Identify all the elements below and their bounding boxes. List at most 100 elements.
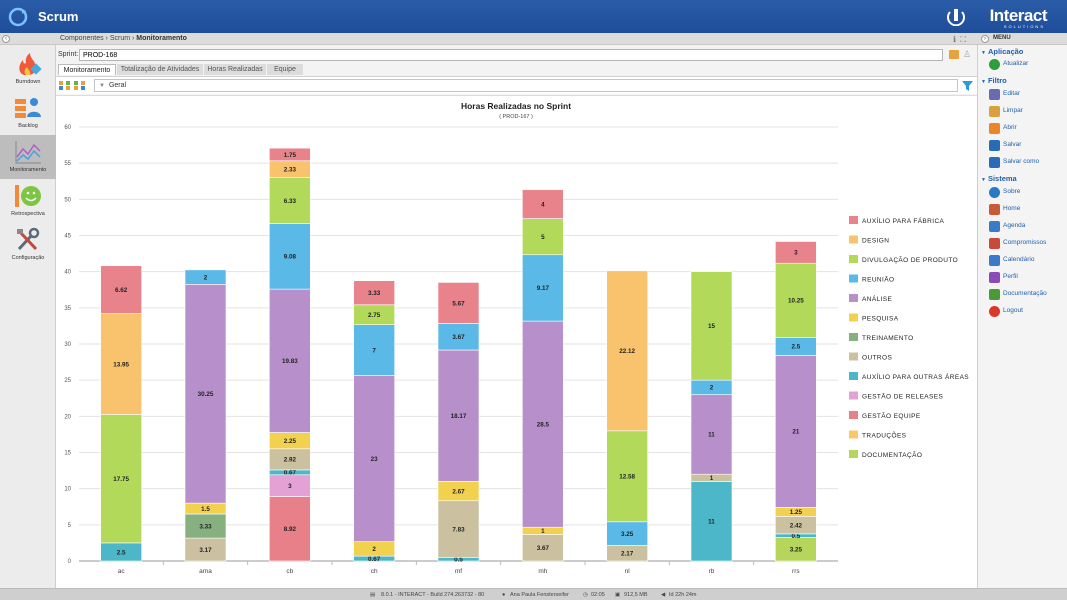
breadcrumb-separator-icon: › — [132, 35, 137, 42]
user-name: Ana Paula Fensterseifer — [510, 592, 570, 598]
menu-salvar[interactable]: Salvar — [989, 139, 1067, 153]
breadcrumb-item[interactable]: Scrum — [109, 35, 131, 42]
view-select-value: Geral — [108, 82, 127, 89]
data-label: 2 — [204, 274, 208, 281]
clear-icon[interactable]: ♙ — [963, 49, 972, 59]
y-tick-label: 60 — [64, 125, 71, 131]
bar-segment — [100, 414, 142, 544]
menu-atualizar[interactable]: Atualizar — [989, 58, 1067, 72]
fullscreen-icon[interactable]: ⛶ — [960, 35, 967, 44]
bar-segment — [690, 481, 733, 562]
bar-segment — [437, 500, 480, 558]
menu-sobre[interactable]: Sobre — [989, 186, 1067, 200]
data-label: 11 — [708, 519, 715, 526]
status-bar: ▤ 8.0.1 - INTERACT - Build 274.263732 - … — [0, 588, 1067, 600]
nav-backlog[interactable]: Backlog — [0, 91, 56, 135]
y-tick-label: 15 — [64, 451, 71, 457]
tab-totalizacao[interactable]: Totalização de Atividades — [117, 64, 203, 75]
legend-label: PESQUISA — [862, 316, 899, 323]
y-tick-label: 50 — [64, 197, 71, 203]
collapse-tree-icon[interactable] — [74, 81, 86, 90]
legend-label: DIVULGAÇÃO DE PRODUTO — [862, 255, 958, 264]
data-label: 3 — [288, 483, 292, 490]
nav-retrospectiva[interactable]: Retrospectiva — [0, 179, 56, 223]
nav-label: Configuração — [11, 255, 45, 261]
section-sistema[interactable]: ▼ Sistema — [981, 174, 1017, 183]
fire-icon — [19, 53, 42, 75]
x-tick-label: rrs — [792, 568, 800, 575]
menu-compromissos[interactable]: Compromissos — [989, 237, 1067, 251]
data-label: 5.67 — [452, 300, 465, 307]
tab-monitoramento[interactable]: Monitoramento — [58, 64, 116, 75]
triangle-down-icon: ▼ — [981, 50, 986, 56]
bar-segment — [690, 271, 733, 381]
smiley-icon — [15, 185, 41, 207]
tab-equipe[interactable]: Equipe — [267, 64, 303, 75]
data-label: 0.5 — [454, 556, 463, 563]
chart-line-icon — [15, 141, 41, 164]
menu-home[interactable]: Home — [989, 203, 1067, 217]
data-label: 0.67 — [284, 470, 297, 477]
books-icon — [989, 289, 1000, 300]
x-tick-label: nl — [625, 568, 631, 575]
user-icon: ● — [502, 592, 506, 598]
floppy-icon — [989, 140, 1000, 151]
bar-segment — [606, 430, 648, 523]
section-aplicacao[interactable]: ▼ Aplicação — [981, 47, 1024, 56]
data-label: 13.95 — [113, 361, 129, 368]
bar-segment — [775, 355, 817, 508]
bar-segment — [775, 262, 817, 338]
legend-swatch — [849, 430, 858, 439]
bar-segment — [437, 282, 480, 324]
menu-perfil[interactable]: Perfil — [989, 271, 1067, 285]
nav-configuracao[interactable]: Configuração — [0, 223, 56, 267]
legend-swatch — [849, 450, 858, 458]
x-tick-label: ama — [199, 568, 212, 575]
breadcrumb-current: Monitoramento — [136, 35, 187, 42]
chart-title: Horas Realizadas no Sprint — [461, 101, 571, 111]
bar-segment — [437, 349, 480, 482]
legend-swatch — [849, 411, 858, 419]
data-label: 3.33 — [368, 290, 381, 297]
tab-horas-realizadas[interactable]: Horas Realizadas — [204, 64, 266, 75]
y-tick-label: 35 — [64, 306, 71, 312]
data-label: 10.25 — [788, 298, 804, 305]
collapse-left-button[interactable]: ‹ — [2, 35, 10, 43]
y-tick-label: 55 — [64, 161, 71, 167]
section-filtro[interactable]: ▼ Filtro — [981, 76, 1007, 85]
legend-label: AUXÍLIO PARA OUTRAS ÁREAS — [862, 372, 969, 381]
expand-tree-icon[interactable] — [59, 81, 71, 90]
collapse-right-button[interactable]: › — [981, 35, 989, 43]
info-icon[interactable]: ℹ — [953, 35, 957, 44]
bar-segment — [353, 280, 395, 306]
menu-logout[interactable]: Logout — [989, 305, 1067, 319]
legend-label: DOCUMENTAÇÃO — [862, 450, 922, 459]
breadcrumb-separator-icon: › — [105, 35, 110, 42]
triangle-down-icon: ▼ — [981, 177, 986, 183]
menu-documentacao[interactable]: Documentação — [989, 288, 1067, 302]
menu-calendario[interactable]: Calendário — [989, 254, 1067, 268]
data-label: 2.92 — [284, 457, 297, 464]
data-label: 8.92 — [284, 526, 297, 533]
menu-editar[interactable]: Editar — [989, 88, 1067, 102]
filter-icon[interactable] — [962, 80, 973, 91]
view-select[interactable]: ▼ Geral — [94, 79, 958, 92]
data-label: 3.67 — [537, 545, 550, 552]
breadcrumb: Componentes › Scrum › Monitoramento — [60, 35, 187, 42]
sprint-input[interactable] — [79, 49, 943, 61]
nav-monitoramento[interactable]: Monitoramento — [0, 135, 56, 179]
legend-swatch — [849, 352, 858, 361]
menu-abrir[interactable]: Abrir — [989, 122, 1067, 136]
menu-limpar[interactable]: Limpar — [989, 105, 1067, 119]
x-tick-label: ch — [371, 568, 378, 575]
open-folder-icon[interactable] — [949, 50, 959, 59]
data-label: 2.5 — [117, 549, 126, 556]
time-text: 02:05 — [591, 592, 605, 598]
x-tick-label: mf — [455, 568, 462, 575]
bar-segment — [269, 147, 311, 162]
breadcrumb-item[interactable]: Componentes — [60, 35, 104, 42]
menu-agenda[interactable]: Agenda — [989, 220, 1067, 234]
menu-salvar-como[interactable]: Salvar como — [989, 156, 1067, 170]
nav-burndown[interactable]: Burndown — [0, 47, 56, 91]
data-label: 30.25 — [198, 391, 214, 398]
